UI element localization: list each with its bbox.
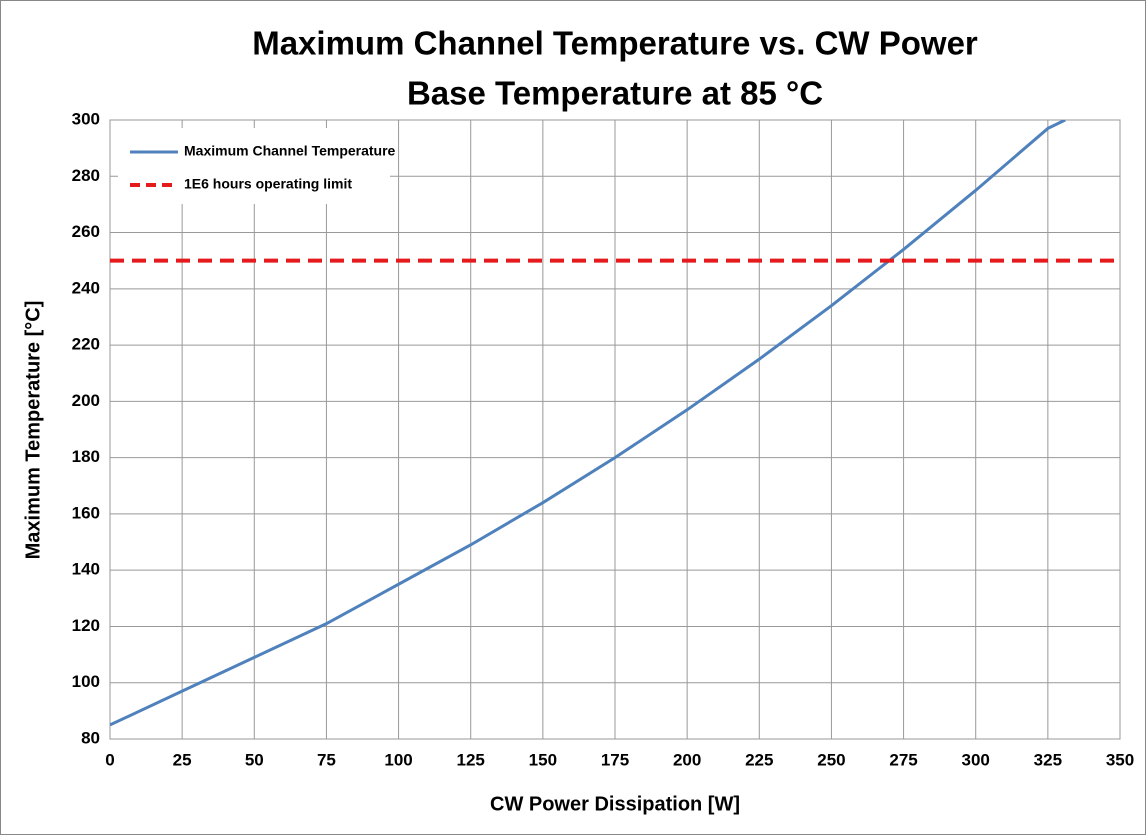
y-tick-label: 180 — [72, 447, 100, 466]
y-tick-label: 300 — [72, 109, 100, 128]
x-tick-label: 0 — [105, 750, 114, 769]
y-tick-label: 280 — [72, 166, 100, 185]
x-tick-label: 100 — [384, 750, 412, 769]
x-tick-label: 325 — [1034, 750, 1062, 769]
y-tick-label: 160 — [72, 503, 100, 522]
x-tick-label: 275 — [889, 750, 917, 769]
chart-subtitle: Base Temperature at 85 °C — [407, 75, 823, 112]
chart-title: Maximum Channel Temperature vs. CW Power — [252, 25, 978, 62]
y-tick-label: 240 — [72, 278, 100, 297]
x-tick-label: 150 — [529, 750, 557, 769]
y-tick-label: 80 — [81, 728, 100, 747]
y-tick-label: 220 — [72, 335, 100, 354]
x-tick-label: 25 — [173, 750, 192, 769]
y-axis-label: Maximum Temperature [°C] — [22, 301, 44, 560]
legend-label: Maximum Channel Temperature — [184, 143, 396, 159]
series-line — [110, 120, 1066, 727]
y-tick-label: 200 — [72, 391, 100, 410]
legend-box — [118, 128, 390, 204]
legend-label: 1E6 hours operating limit — [184, 176, 352, 192]
x-tick-label: 200 — [673, 750, 701, 769]
y-tick-label: 140 — [72, 560, 100, 579]
x-tick-label: 300 — [962, 750, 990, 769]
x-tick-label: 225 — [745, 750, 773, 769]
y-tick-label: 120 — [72, 616, 100, 635]
x-tick-label: 50 — [245, 750, 264, 769]
x-tick-label: 125 — [457, 750, 485, 769]
x-tick-label: 75 — [317, 750, 336, 769]
y-tick-label: 100 — [72, 672, 100, 691]
x-tick-label: 250 — [817, 750, 845, 769]
x-axis-label: CW Power Dissipation [W] — [490, 793, 740, 815]
x-tick-label: 350 — [1106, 750, 1134, 769]
x-tick-label: 175 — [601, 750, 629, 769]
y-tick-label: 260 — [72, 222, 100, 241]
